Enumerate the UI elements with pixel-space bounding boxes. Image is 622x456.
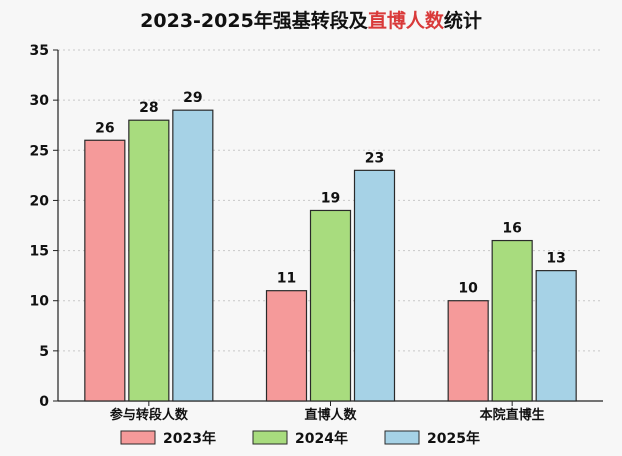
x-tick-label: 直博人数 (304, 407, 357, 423)
legend-swatch (384, 430, 420, 445)
y-tick-label: 5 (39, 344, 49, 360)
legend: 2023年 2024年 2025年 (120, 430, 480, 447)
data-label: 19 (321, 190, 340, 206)
bar (491, 239, 533, 402)
bar (265, 290, 308, 402)
legend-label: 2024年 (295, 430, 348, 447)
legend-label: 2025年 (427, 430, 480, 447)
chart-title-highlight: 直博人数 (368, 9, 445, 32)
bar (128, 119, 170, 402)
y-tick-label: 25 (30, 143, 49, 159)
y-tick-label: 35 (30, 43, 49, 59)
chart-title-part: 统计 (444, 9, 482, 32)
data-label: 10 (458, 281, 478, 297)
data-labels: 26 28 29 11 19 23 10 16 13 (95, 90, 566, 297)
chart-title-part: 2023-2025年强基转段及 (140, 9, 369, 32)
data-label: 11 (277, 271, 296, 287)
y-tick-label: 20 (30, 193, 50, 209)
chart-title: 2023-2025年强基转段及直博人数统计 (140, 9, 482, 32)
data-label: 29 (183, 90, 202, 106)
x-tick-label: 参与转段人数 (110, 407, 189, 423)
bar (535, 270, 577, 402)
legend-swatch (252, 430, 288, 445)
bar (353, 169, 396, 402)
legend-swatch (120, 430, 156, 445)
bar (84, 139, 126, 402)
y-tick-label: 30 (30, 93, 50, 109)
y-tick-label: 10 (30, 294, 50, 310)
bar (172, 109, 214, 402)
data-label: 23 (365, 150, 384, 166)
data-label: 16 (502, 221, 521, 237)
x-tick-label: 本院直博生 (480, 407, 545, 423)
legend-label: 2023年 (163, 430, 216, 447)
data-label: 28 (139, 100, 158, 116)
bar (447, 300, 489, 402)
y-tick-label: 15 (30, 244, 49, 260)
bars (84, 109, 577, 402)
data-label: 26 (95, 120, 114, 136)
data-label: 13 (546, 251, 565, 267)
bar (309, 209, 352, 402)
y-tick-label: 0 (39, 394, 49, 410)
